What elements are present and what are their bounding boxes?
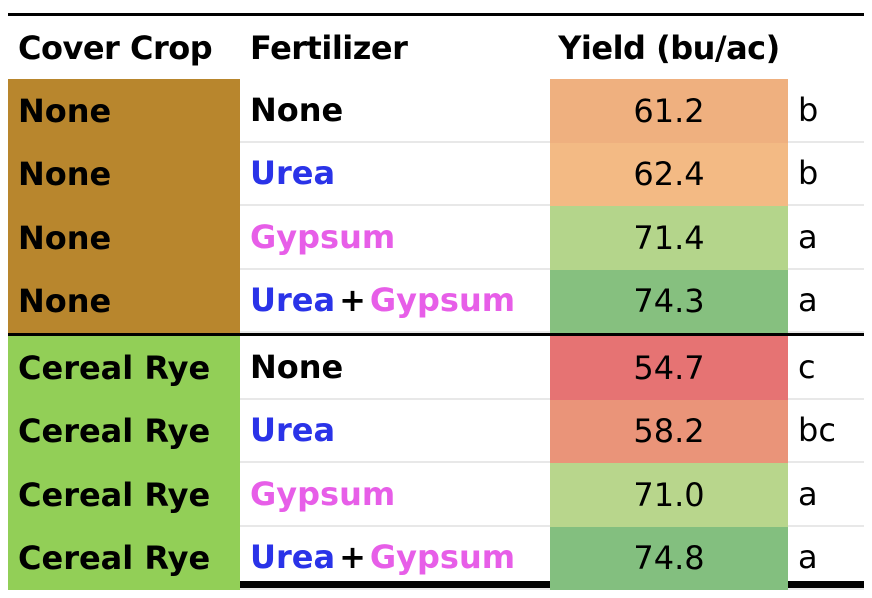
significance-letter: c [788, 336, 864, 400]
yield-value: 71.0 [550, 463, 788, 527]
significance-letter: a [788, 527, 864, 590]
fertilizer-name: Gypsum [250, 474, 396, 513]
yield-value: 74.8 [550, 526, 788, 590]
fertilizer-name: None [250, 347, 344, 386]
header-cover-crop: Cover Crop [18, 28, 213, 67]
fertilizer-cell: None [240, 336, 550, 400]
fertilizer-second-name: Gypsum [369, 281, 516, 320]
fertilizer-cell: Gypsum [240, 463, 550, 527]
fertilizer-name: None [250, 90, 344, 129]
fertilizer-cell: Urea + Gypsum [240, 527, 550, 590]
cover-crop-cell: None [8, 206, 240, 270]
significance-letter: a [788, 270, 864, 333]
significance-letter: b [788, 143, 864, 206]
yield-value: 62.4 [550, 142, 788, 206]
cover-crop-cell: None [8, 79, 240, 143]
yield-table: Cover Crop Fertilizer Yield (bu/ac) None… [8, 13, 864, 590]
header-yield: Yield (bu/ac) [558, 28, 780, 67]
cover-crop-cell: None [8, 142, 240, 206]
fertilizer-cell: Urea + Gypsum [240, 270, 550, 333]
fertilizer-cell: Urea [240, 143, 550, 206]
table-row: Cereal Rye Urea + Gypsum 74.8 a [8, 526, 864, 590]
significance-letter: a [788, 463, 864, 527]
fertilizer-name: Urea [250, 154, 336, 193]
fertilizer-name: Urea [250, 538, 336, 577]
header-letter [788, 16, 864, 79]
fertilizer-plus: + [339, 281, 366, 320]
table-row: None None 61.2 b [8, 79, 864, 143]
cover-crop-cell: Cereal Rye [8, 463, 240, 527]
header-row: Cover Crop Fertilizer Yield (bu/ac) [8, 16, 864, 79]
table-row: None Urea 62.4 b [8, 142, 864, 206]
table-row: None Gypsum 71.4 a [8, 206, 864, 270]
fertilizer-cell: None [240, 79, 550, 143]
significance-letter: a [788, 206, 864, 270]
fertilizer-name: Urea [250, 411, 336, 450]
fertilizer-cell: Gypsum [240, 206, 550, 270]
fertilizer-second-name: Gypsum [369, 538, 516, 577]
significance-letter: b [788, 79, 864, 143]
fertilizer-name: Urea [250, 281, 336, 320]
table-row: None Urea + Gypsum 74.3 a [8, 269, 864, 333]
fertilizer-name: Gypsum [250, 217, 396, 256]
yield-value: 74.3 [550, 269, 788, 333]
yield-value: 58.2 [550, 399, 788, 463]
cover-crop-cell: Cereal Rye [8, 399, 240, 463]
table-row: Cereal Rye Urea 58.2 bc [8, 399, 864, 463]
fertilizer-cell: Urea [240, 400, 550, 463]
yield-value: 61.2 [550, 79, 788, 143]
group-separator [8, 333, 864, 336]
table-row: Cereal Rye Gypsum 71.0 a [8, 463, 864, 527]
cover-crop-cell: Cereal Rye [8, 526, 240, 590]
cover-crop-cell: None [8, 269, 240, 333]
yield-value: 71.4 [550, 206, 788, 270]
table-row: Cereal Rye None 54.7 c [8, 336, 864, 400]
cover-crop-cell: Cereal Rye [8, 336, 240, 400]
significance-letter: bc [788, 400, 864, 463]
fertilizer-plus: + [339, 538, 366, 577]
yield-value: 54.7 [550, 336, 788, 400]
header-fertilizer: Fertilizer [250, 28, 408, 67]
